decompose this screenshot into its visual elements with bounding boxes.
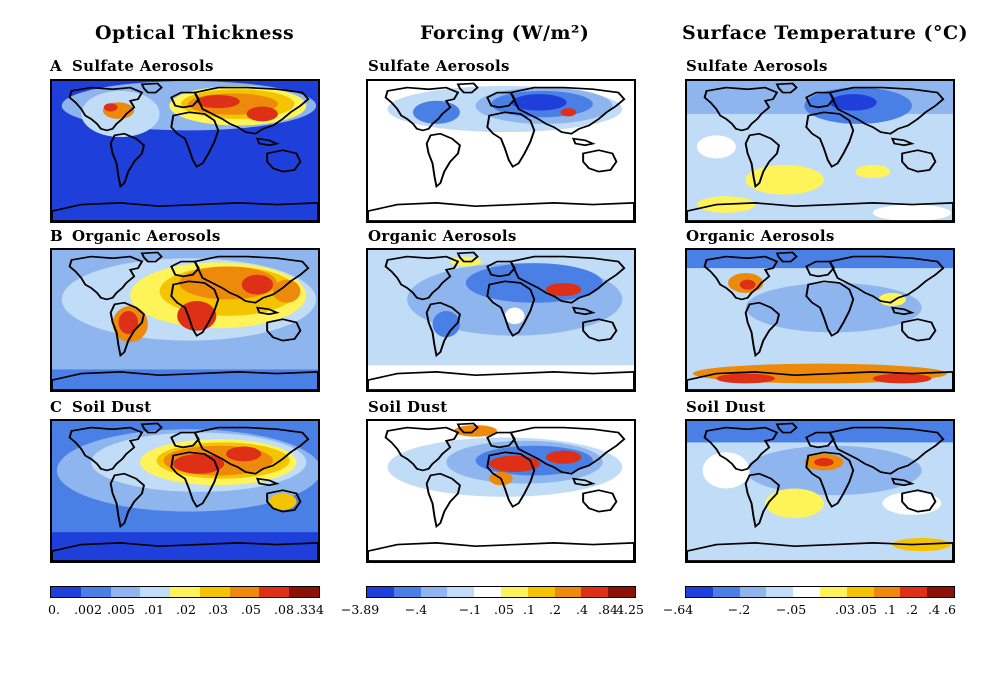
colorbar-swatch [289,587,320,597]
colorbar-swatch [846,587,874,597]
panel-label-b1: B Organic Aerosols [50,227,221,245]
colorbar-optical-thickness [50,586,320,598]
column-title-forcing: Forcing (W/m²) [420,22,590,44]
map-surface-temperature-soil-dust [685,419,955,563]
map-surface-temperature-organic [685,248,955,392]
colorbar-swatch [873,587,901,597]
colorbar-swatch [500,587,528,597]
panel-label-a2: Sulfate Aerosols [368,57,510,75]
colorbar-swatch [140,587,171,597]
panel-label-c1: C Soil Dust [50,398,151,416]
tick-label: .03 [208,602,228,617]
tick-label: 4.25 [616,602,644,617]
colorbar-swatch [110,587,141,597]
colorbar-swatch [739,587,767,597]
panel-label-text: Soil Dust [72,398,152,416]
panel-letter: C [50,398,63,416]
map-optical-thickness-sulfate [50,79,320,223]
colorbar-swatch [199,587,230,597]
tick-label: .05 [241,602,261,617]
map-forcing-sulfate [366,79,636,223]
tick-label: −.1 [458,602,482,617]
colorbar-swatch [608,587,635,597]
colorbar-swatch [766,587,794,597]
colorbar-swatch [170,587,200,597]
panel-label-c3: Soil Dust [686,398,766,416]
colorbar-swatch [474,587,501,597]
colorbar-ticks-optical-thickness: 0. .002 .005 .01 .02 .03 .05 .08 .334 [48,602,324,620]
colorbar-swatch [229,587,260,597]
colorbar-ticks-forcing: −3.89 −.4 −.1 .05 .1 .2 .4 .84 4.25 [341,602,644,620]
tick-label: .1 [884,602,896,617]
tick-label: .4 [928,602,940,617]
colorbar-swatch [259,587,290,597]
tick-label: .1 [523,602,535,617]
colorbar-swatch [581,587,609,597]
tick-label: .6 [944,602,956,617]
tick-label: −3.89 [340,602,380,617]
tick-label: .02 [176,602,196,617]
colorbar-swatch [819,587,847,597]
colorbar-swatch [367,587,394,597]
map-forcing-soil-dust [366,419,636,563]
map-surface-temperature-sulfate [685,79,955,223]
column-title-optical-thickness: Optical Thickness [95,22,295,44]
colorbar-swatch [793,587,820,597]
colorbar-forcing [366,586,636,598]
tick-label: −.2 [727,602,751,617]
tick-label: .005 [107,602,135,617]
panel-label-text: Sulfate Aerosols [72,57,214,75]
panel-label-c2: Soil Dust [368,398,448,416]
colorbar-swatch [927,587,954,597]
tick-label: .84 [598,602,618,617]
panel-label-text: Organic Aerosols [72,227,221,245]
tick-label: 0. [48,602,60,617]
tick-label: .05 [494,602,514,617]
colorbar-swatch [712,587,740,597]
colorbar-swatch [527,587,555,597]
tick-label: .2 [549,602,561,617]
colorbar-swatch [900,587,928,597]
colorbar-swatch [447,587,475,597]
colorbar-swatch [686,587,713,597]
colorbar-swatch [80,587,111,597]
tick-label: −.05 [775,602,807,617]
map-optical-thickness-soil-dust [50,419,320,563]
tick-label: .334 [296,602,324,617]
tick-label: −.64 [662,602,694,617]
tick-label: .08 [274,602,294,617]
panel-label-a1: A Sulfate Aerosols [50,57,214,75]
panel-letter: A [50,57,62,75]
map-forcing-organic [366,248,636,392]
colorbar-swatch [51,587,81,597]
colorbar-swatch [393,587,421,597]
column-title-surface-temperature: Surface Temperature (°C) [682,22,969,44]
tick-label: .002 [74,602,102,617]
colorbar-swatch [420,587,448,597]
panel-label-b3: Organic Aerosols [686,227,835,245]
map-optical-thickness-organic [50,248,320,392]
tick-label: .2 [906,602,918,617]
tick-label: .01 [144,602,164,617]
colorbar-swatch [554,587,582,597]
tick-label: .03 [835,602,855,617]
tick-label: −.4 [404,602,428,617]
colorbar-surface-temperature [685,586,955,598]
tick-label: .4 [576,602,588,617]
panel-label-a3: Sulfate Aerosols [686,57,828,75]
colorbar-ticks-surface-temperature: −.64 −.2 −.05 .03 .05 .1 .2 .4 .6 [663,602,956,620]
panel-letter: B [50,227,63,245]
panel-label-b2: Organic Aerosols [368,227,517,245]
tick-label: .05 [857,602,877,617]
